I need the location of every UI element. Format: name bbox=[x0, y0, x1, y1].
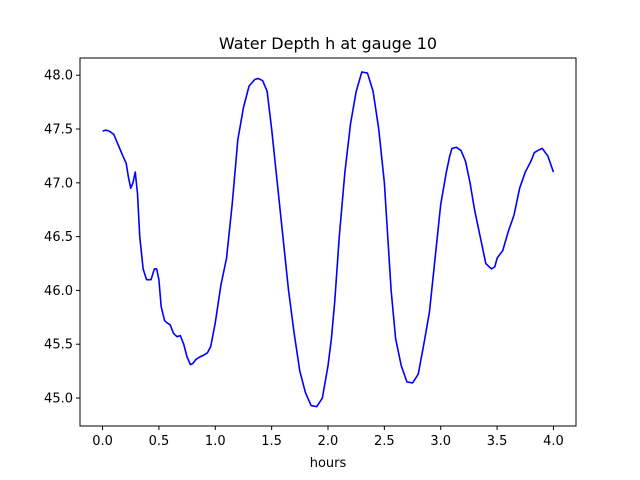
x-tick-label: 1.5 bbox=[261, 434, 282, 449]
x-tick-label: 3.0 bbox=[430, 434, 451, 449]
y-tick-label: 48.0 bbox=[44, 69, 73, 84]
y-tick-label: 45.0 bbox=[44, 392, 73, 407]
x-tick-label: 2.5 bbox=[374, 434, 395, 449]
x-tick-label: 0.0 bbox=[92, 434, 113, 449]
x-axis-label: hours bbox=[310, 456, 347, 471]
y-axis-ticks: 45.0 45.5 46.0 46.5 47.0 47.5 48.0 bbox=[44, 69, 80, 407]
x-tick-label: 1.0 bbox=[205, 434, 226, 449]
y-tick-label: 47.5 bbox=[44, 123, 73, 138]
series-layer bbox=[102, 71, 555, 408]
x-tick-label: 3.5 bbox=[487, 434, 508, 449]
x-tick-label: 4.0 bbox=[543, 434, 564, 449]
y-tick-label: 47.0 bbox=[44, 176, 73, 191]
series-line-0 bbox=[102, 71, 555, 408]
y-tick-label: 45.5 bbox=[44, 338, 73, 353]
chart-title: Water Depth h at gauge 10 bbox=[219, 34, 437, 53]
y-tick-label: 46.0 bbox=[44, 284, 73, 299]
plot-area bbox=[80, 58, 576, 426]
y-tick-label: 46.5 bbox=[44, 230, 73, 245]
x-tick-label: 2.0 bbox=[318, 434, 339, 449]
x-axis-ticks: 0.0 0.5 1.0 1.5 2.0 2.5 3.0 3.5 4.0 bbox=[92, 426, 564, 449]
x-tick-label: 0.5 bbox=[149, 434, 170, 449]
